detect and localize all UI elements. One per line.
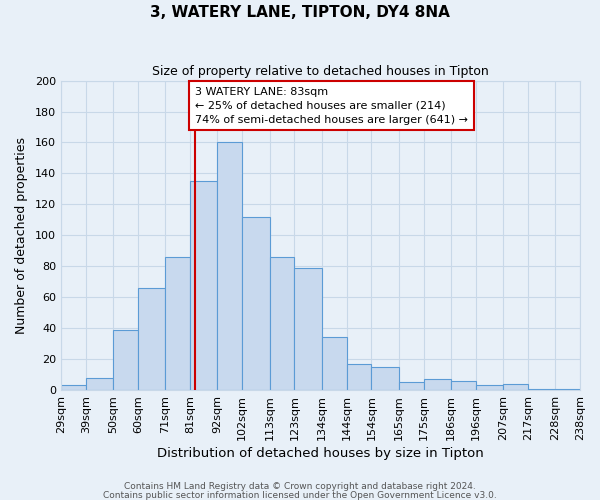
Text: 3 WATERY LANE: 83sqm
← 25% of detached houses are smaller (214)
74% of semi-deta: 3 WATERY LANE: 83sqm ← 25% of detached h… [195, 86, 468, 124]
Bar [555, 388, 580, 390]
Text: Contains public sector information licensed under the Open Government Licence v3: Contains public sector information licen… [103, 490, 497, 500]
Bar [371, 367, 398, 390]
Bar [528, 388, 555, 390]
Bar [113, 330, 138, 390]
Text: 3, WATERY LANE, TIPTON, DY4 8NA: 3, WATERY LANE, TIPTON, DY4 8NA [150, 5, 450, 20]
Title: Size of property relative to detached houses in Tipton: Size of property relative to detached ho… [152, 65, 489, 78]
Bar [503, 384, 528, 390]
Y-axis label: Number of detached properties: Number of detached properties [15, 137, 28, 334]
Bar [242, 216, 269, 390]
X-axis label: Distribution of detached houses by size in Tipton: Distribution of detached houses by size … [157, 447, 484, 460]
Bar [295, 268, 322, 390]
Bar [424, 379, 451, 390]
Bar [347, 364, 371, 390]
Bar [86, 378, 113, 390]
Bar [190, 181, 217, 390]
Bar [398, 382, 424, 390]
Text: Contains HM Land Registry data © Crown copyright and database right 2024.: Contains HM Land Registry data © Crown c… [124, 482, 476, 491]
Bar [165, 257, 190, 390]
Bar [61, 386, 86, 390]
Bar [269, 257, 295, 390]
Bar [476, 386, 503, 390]
Bar [138, 288, 165, 390]
Bar [217, 142, 242, 390]
Bar [322, 338, 347, 390]
Bar [451, 381, 476, 390]
